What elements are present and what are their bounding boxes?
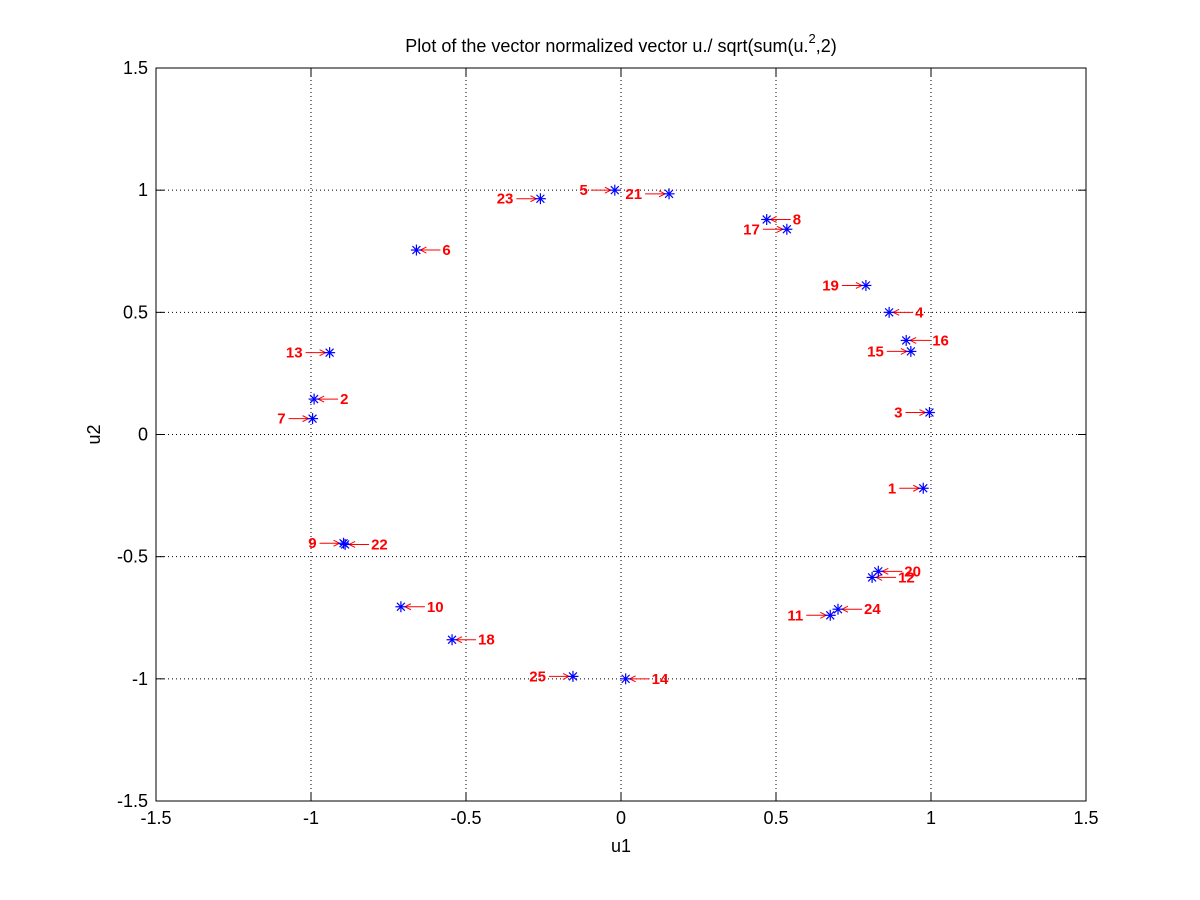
data-point-22: 22 bbox=[339, 536, 388, 553]
point-label: 15 bbox=[867, 343, 884, 360]
data-point-4: 4 bbox=[883, 304, 924, 321]
asterisk-marker bbox=[620, 673, 632, 685]
data-point-19: 19 bbox=[822, 277, 872, 294]
asterisk-marker bbox=[860, 279, 872, 291]
asterisk-marker bbox=[781, 223, 793, 235]
point-label: 2 bbox=[340, 391, 348, 408]
data-point-6: 6 bbox=[410, 242, 451, 259]
point-label: 13 bbox=[286, 345, 303, 362]
x-axis-label: u1 bbox=[611, 836, 631, 856]
x-tick-label: 0 bbox=[616, 808, 626, 828]
data-point-20: 20 bbox=[872, 563, 921, 580]
y-tick-label: 0 bbox=[138, 425, 148, 445]
data-point-21: 21 bbox=[625, 186, 675, 203]
point-label: 4 bbox=[915, 304, 924, 321]
data-point-17: 17 bbox=[743, 221, 793, 238]
asterisk-marker bbox=[663, 188, 675, 200]
point-label: 24 bbox=[864, 601, 881, 618]
asterisk-marker bbox=[446, 634, 458, 646]
point-label: 18 bbox=[478, 632, 495, 649]
asterisk-marker bbox=[832, 603, 844, 615]
x-tick-label: 1 bbox=[926, 808, 936, 828]
data-point-25: 25 bbox=[529, 668, 579, 685]
data-point-8: 8 bbox=[761, 211, 801, 228]
point-label: 11 bbox=[787, 607, 803, 624]
chart-title: Plot of the vector normalized vector u./… bbox=[405, 31, 836, 56]
plot-area-frame bbox=[155, 67, 1087, 802]
asterisk-marker bbox=[872, 565, 884, 577]
asterisk-marker bbox=[324, 347, 336, 359]
data-point-13: 13 bbox=[286, 345, 336, 362]
point-label: 7 bbox=[277, 411, 285, 428]
data-point-7: 7 bbox=[277, 411, 319, 428]
point-label: 23 bbox=[497, 191, 514, 208]
point-label: 25 bbox=[529, 668, 546, 685]
chart-title-main: Plot of the vector normalized vector u./… bbox=[405, 36, 808, 56]
x-tick-label: -1.5 bbox=[140, 808, 171, 828]
y-tick-label: -1.5 bbox=[117, 791, 148, 811]
asterisk-marker bbox=[883, 306, 895, 318]
point-label: 10 bbox=[427, 599, 444, 616]
y-tick-label: 0.5 bbox=[123, 302, 148, 322]
asterisk-marker bbox=[900, 334, 912, 346]
point-label: 5 bbox=[579, 182, 587, 199]
data-point-15: 15 bbox=[867, 343, 917, 360]
data-point-16: 16 bbox=[900, 332, 949, 349]
asterisk-marker bbox=[308, 393, 320, 405]
asterisk-marker bbox=[923, 407, 935, 419]
point-label: 17 bbox=[743, 221, 760, 238]
asterisk-marker bbox=[905, 345, 917, 357]
point-label: 1 bbox=[888, 480, 896, 497]
point-label: 16 bbox=[932, 332, 949, 349]
asterisk-marker bbox=[761, 213, 773, 225]
x-tick-label: -1 bbox=[303, 808, 319, 828]
data-point-23: 23 bbox=[497, 191, 546, 208]
data-point-18: 18 bbox=[446, 632, 495, 649]
data-point-14: 14 bbox=[620, 671, 669, 688]
data-point-5: 5 bbox=[579, 182, 621, 199]
point-label: 12 bbox=[898, 569, 915, 586]
y-axis-label: u2 bbox=[84, 424, 104, 444]
data-point-10: 10 bbox=[395, 599, 444, 616]
asterisk-marker bbox=[410, 244, 422, 256]
asterisk-marker bbox=[339, 538, 351, 550]
asterisk-marker bbox=[395, 601, 407, 613]
data-points: 1234567891011121314151617181920212223242… bbox=[277, 182, 949, 688]
point-label: 3 bbox=[894, 405, 902, 422]
data-point-1: 1 bbox=[888, 480, 929, 497]
asterisk-marker bbox=[917, 482, 929, 494]
y-tick-label: -0.5 bbox=[117, 547, 148, 567]
x-tick-label: 0.5 bbox=[763, 808, 788, 828]
point-label: 9 bbox=[308, 535, 316, 552]
asterisk-marker bbox=[307, 413, 319, 425]
chart-title-tail: ,2) bbox=[816, 36, 837, 56]
point-label: 19 bbox=[822, 277, 839, 294]
y-tick-label: 1 bbox=[138, 180, 148, 200]
chart-title-superscript: 2 bbox=[808, 31, 815, 46]
point-label: 6 bbox=[442, 242, 450, 259]
asterisk-marker bbox=[567, 670, 579, 682]
x-tick-label: 1.5 bbox=[1073, 808, 1098, 828]
x-tick-label: -0.5 bbox=[450, 808, 481, 828]
point-label: 20 bbox=[904, 563, 921, 580]
asterisk-marker bbox=[824, 609, 836, 621]
point-label: 8 bbox=[793, 211, 801, 228]
point-label: 14 bbox=[652, 671, 669, 688]
asterisk-marker bbox=[609, 184, 621, 196]
data-point-11: 11 bbox=[787, 607, 836, 624]
data-point-2: 2 bbox=[308, 391, 348, 408]
data-point-24: 24 bbox=[832, 601, 881, 618]
y-tick-label: 1.5 bbox=[123, 58, 148, 78]
tick-labels: -1.5 -1 -0.5 0 0.5 1 1.5 -1.5 -1 -0.5 0 0.5 1 1.5 bbox=[117, 58, 1099, 828]
y-tick-label: -1 bbox=[132, 669, 148, 689]
data-point-3: 3 bbox=[894, 405, 935, 422]
point-label: 21 bbox=[625, 186, 642, 203]
asterisk-marker bbox=[534, 193, 546, 205]
point-label: 22 bbox=[371, 536, 388, 553]
